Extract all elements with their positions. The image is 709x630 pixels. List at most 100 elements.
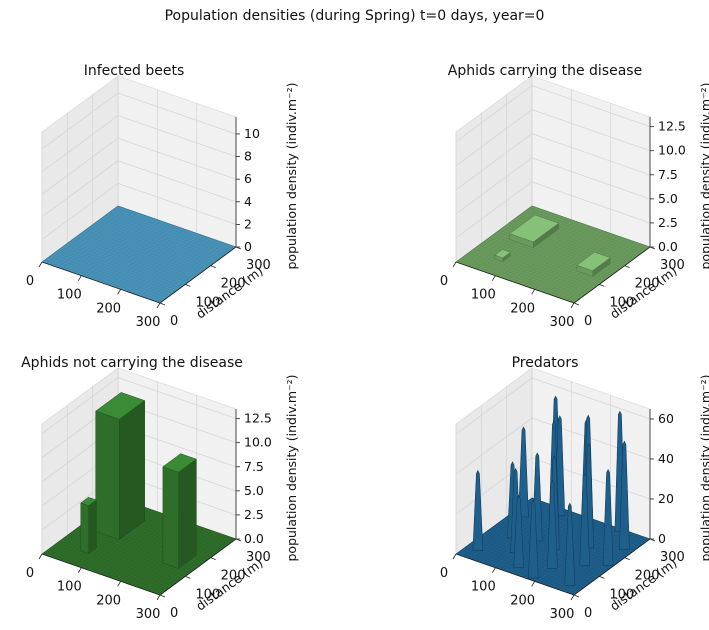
z-tick-label: 12.5 [658,119,686,134]
gridline [41,137,237,195]
gridline [455,417,651,475]
gridline [455,85,651,142]
surface-mesh [152,244,229,301]
y-axis-label: distance (m) [193,555,266,613]
predator-spike [564,502,576,586]
block-side [119,400,145,541]
x-axis-line [41,261,161,304]
block-top [80,497,97,506]
block-side [178,458,197,569]
x-tick [491,275,496,281]
x-tick-label: 100 [57,288,82,303]
y-tick-label: 0 [170,314,178,329]
y-tick-label: 300 [246,550,271,565]
x-tick-label: 300 [136,607,161,622]
z-tick-label: 2.5 [658,215,678,230]
predator-spike [619,440,630,550]
z-tick-label: 8 [244,149,252,164]
surface-mesh [155,537,233,594]
y-tick-label: 0 [584,606,592,621]
y-tick [573,302,580,306]
x-tick-label: 200 [510,301,535,316]
block-front [80,502,89,555]
gridline [41,92,237,150]
y-tick-label: 300 [660,550,685,565]
y-tick-label: 300 [660,258,685,273]
surface-mesh [105,215,224,257]
surface-mesh [155,245,233,302]
y-tick [624,557,630,561]
y-axis-label: distance (m) [193,263,266,321]
y-tick-label: 200 [221,569,246,584]
y-tick [599,575,605,579]
y-tick [185,575,191,579]
y-axis-line [573,538,651,596]
x-tick-label: 100 [471,580,496,595]
z-tick-label: 7.5 [658,167,678,182]
x-tick-label: 0 [26,566,34,581]
surface-mesh [112,209,231,251]
x-axis-line [41,553,161,596]
x-tick-label: 0 [440,274,448,289]
y-tick-label: 0 [170,606,178,621]
block-top [95,392,146,420]
x-tick-label: 300 [550,315,575,330]
predator-spike [518,426,529,518]
z-tick-label: 6 [244,171,252,186]
y-tick-label: 100 [195,295,220,310]
x-tick-label: 100 [471,288,496,303]
surface-mesh [144,241,221,298]
surface-mesh [569,245,647,302]
block-front [95,410,120,541]
gridline [455,157,651,215]
y-tick [624,265,630,269]
y-tick-label: 100 [195,587,220,602]
x-tick [156,594,161,601]
x-tick [531,289,536,295]
z-tick-label: 0 [658,531,666,546]
gridline [41,115,237,172]
z-tick-label: 10.0 [244,435,272,450]
y-axis-line [159,538,237,596]
gridline [41,183,237,240]
x-tick-label: 0 [440,566,448,581]
gridline [455,133,651,191]
x-tick-label: 200 [96,593,121,608]
panel-title-infected-beets: Infected beets [83,63,185,79]
y-tick [599,283,605,287]
x-tick [531,581,536,587]
panel-title-aphids-carrying: Aphids carrying the disease [447,63,643,79]
y-tick [573,594,580,598]
y-axis-line [573,246,651,304]
y-tick-label: 0 [584,314,592,329]
block-side [88,499,97,555]
z-tick-label: 5.0 [244,483,264,498]
y-tick-label: 200 [635,569,660,584]
gridline [455,377,651,435]
x-tick-label: 300 [136,315,161,330]
surface-mesh [148,242,225,300]
x-tick-label: 100 [57,580,82,595]
y-tick [210,557,216,561]
x-tick [570,594,575,601]
surface-mesh [152,536,229,593]
predator-spike [513,494,525,568]
z-tick-label: 4 [244,194,252,209]
x-tick [77,275,82,281]
x-tick [156,302,161,309]
z-axis-label: population density (indiv.m⁻²) [698,374,709,561]
x-tick [570,302,575,309]
x-tick [452,261,457,268]
z-axis-label: population density (indiv.m⁻²) [698,82,709,269]
z-tick-label: 40 [658,451,674,466]
x-tick [452,553,457,560]
z-tick-label: 10 [244,126,260,141]
z-tick-label: 10.0 [658,143,686,158]
z-tick-label: 0.0 [244,531,264,546]
x-axis-line [455,261,575,304]
y-tick [159,594,166,598]
surface-mesh [526,209,645,251]
x-tick-label: 0 [26,274,34,289]
